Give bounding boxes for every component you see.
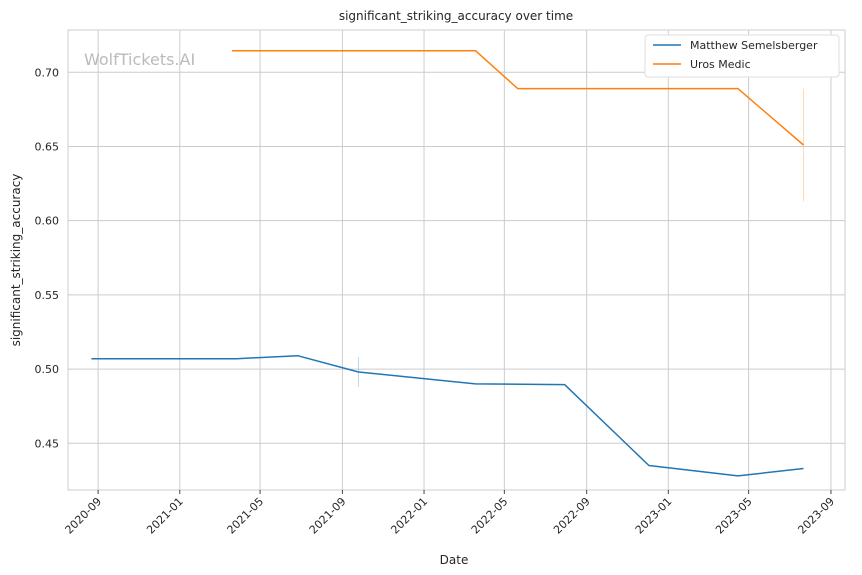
y-tick-label: 0.60: [35, 215, 60, 228]
y-tick-label: 0.50: [35, 363, 60, 376]
series-line-matthew-semelsberger: [91, 354, 804, 477]
y-axis-label: significant_striking_accuracy: [9, 174, 23, 347]
plot-frame: [67, 29, 846, 491]
legend-box: [644, 34, 840, 78]
watermark: WolfTickets.AI: [84, 50, 195, 69]
chart-title: significant_striking_accuracy over time: [339, 9, 573, 23]
legend-label-uros-medic: Uros Medic: [690, 58, 751, 71]
y-tick-label: 0.65: [35, 140, 60, 153]
y-tick-label: 0.70: [35, 66, 60, 79]
x-axis-label: Date: [440, 553, 469, 567]
legend-label-matthew-semelsberger: Matthew Semelsberger: [690, 39, 818, 52]
legend: Matthew Semelsberger Uros Medic: [644, 34, 840, 78]
grid-lines: [68, 30, 845, 490]
series-line-uros-medic: [232, 50, 804, 146]
y-tick-label: 0.45: [35, 437, 60, 450]
y-tick-label: 0.55: [35, 289, 60, 302]
series-lines: [91, 50, 804, 477]
y-tick-labels: 0.45 0.50 0.55 0.60 0.65 0.70: [35, 66, 60, 450]
